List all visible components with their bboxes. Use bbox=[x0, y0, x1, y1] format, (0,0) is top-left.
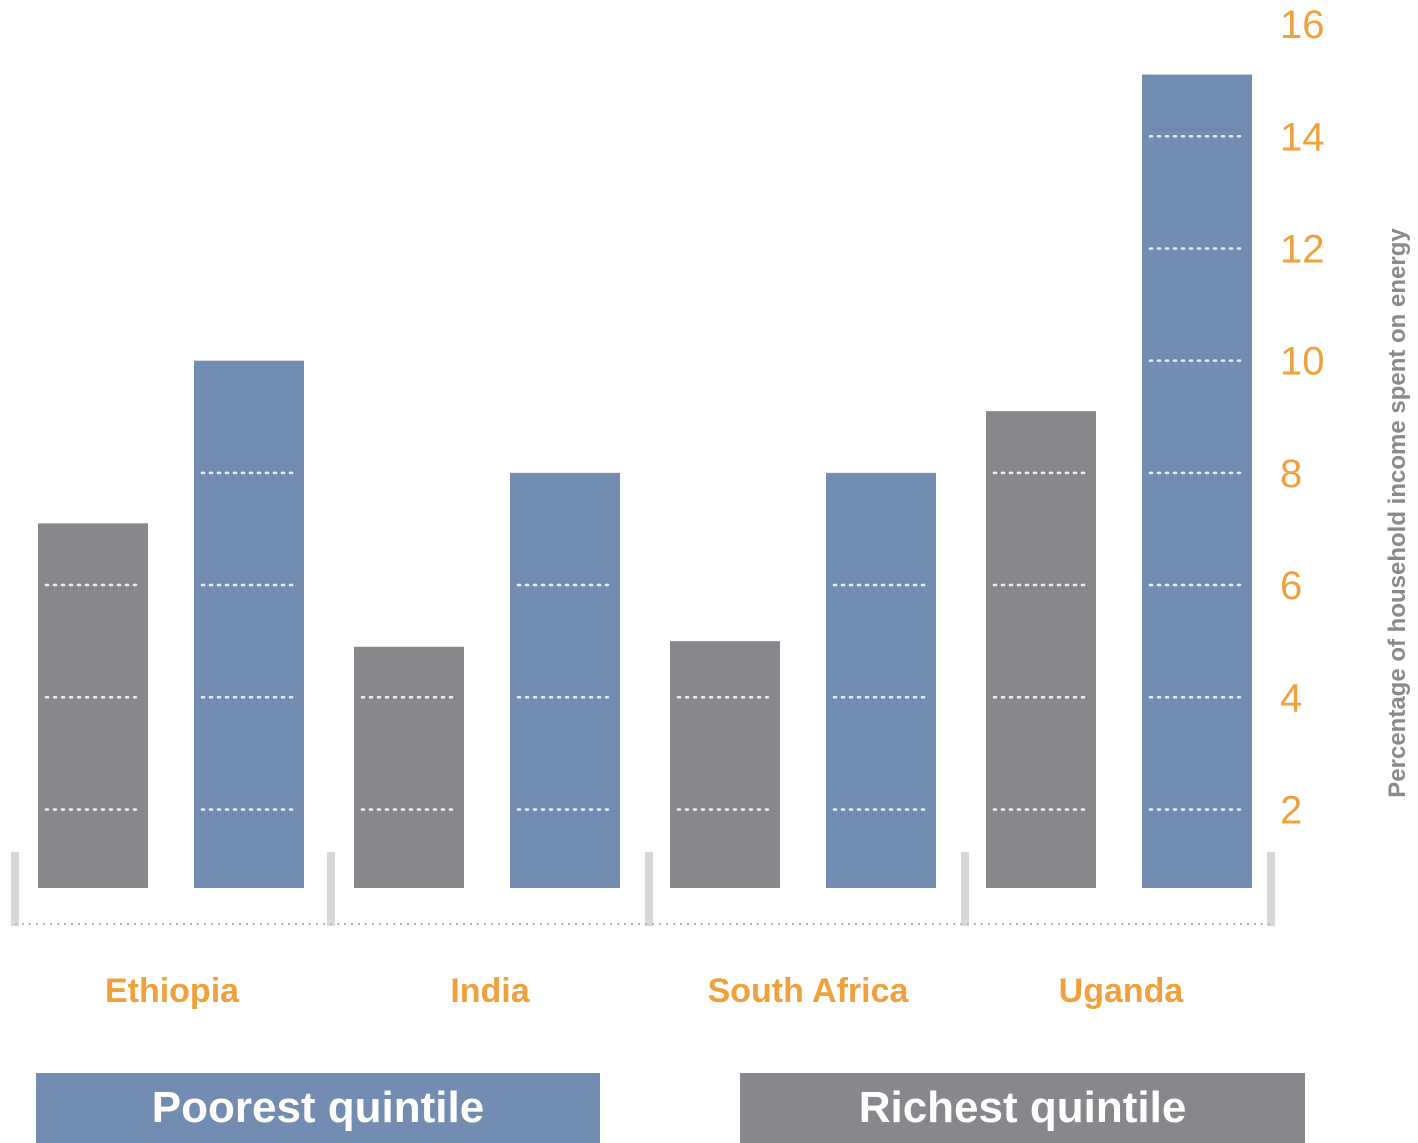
legend-richest-quintile: Richest quintile bbox=[740, 1073, 1305, 1143]
y-tick-label: 6 bbox=[1280, 564, 1302, 608]
y-axis-title: Percentage of household income spent on … bbox=[1384, 228, 1411, 798]
y-tick-label: 8 bbox=[1280, 452, 1302, 496]
category-separator bbox=[961, 852, 969, 926]
bar-ethiopia-richest bbox=[38, 523, 148, 888]
y-tick-label: 2 bbox=[1280, 788, 1302, 832]
category-labels: Ethiopia India South Africa Uganda bbox=[105, 972, 1184, 1010]
bar-south-africa-richest bbox=[670, 641, 780, 888]
category-separators bbox=[11, 852, 1275, 926]
y-tick-label: 16 bbox=[1280, 3, 1325, 47]
category-separator bbox=[645, 852, 653, 926]
bar-uganda-poorest bbox=[1142, 74, 1252, 889]
y-tick-label: 12 bbox=[1280, 227, 1325, 271]
bars bbox=[38, 74, 1252, 889]
y-tick-label: 10 bbox=[1280, 340, 1325, 384]
bar-south-africa-poorest bbox=[826, 472, 936, 888]
category-separator bbox=[1267, 852, 1275, 926]
legend-poorest-quintile: Poorest quintile bbox=[36, 1073, 600, 1143]
bar-ethiopia-poorest bbox=[194, 360, 304, 888]
category-separator bbox=[327, 852, 335, 926]
y-tick-label: 14 bbox=[1280, 115, 1325, 159]
category-label: India bbox=[450, 972, 530, 1010]
bar-uganda-richest bbox=[986, 411, 1096, 888]
category-separator bbox=[11, 852, 19, 926]
category-label: Ethiopia bbox=[105, 972, 240, 1010]
y-tick-label: 4 bbox=[1280, 676, 1302, 720]
bar-india-poorest bbox=[510, 472, 620, 888]
gridlines bbox=[44, 135, 1246, 811]
category-label: South Africa bbox=[708, 972, 910, 1010]
category-label: Uganda bbox=[1059, 972, 1185, 1010]
y-axis: 2 4 6 8 10 12 14 16 bbox=[1280, 3, 1325, 832]
bar-india-richest bbox=[354, 646, 464, 888]
